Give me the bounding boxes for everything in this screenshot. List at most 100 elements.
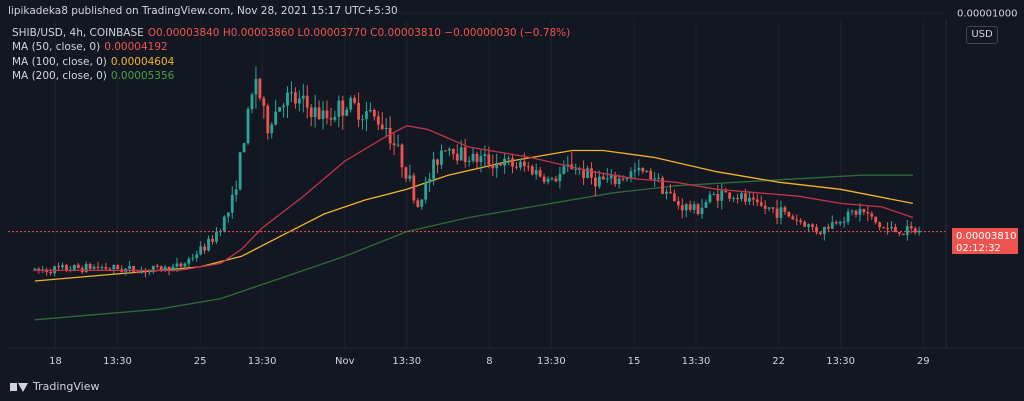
candle-down [669, 191, 672, 194]
candle-up [274, 111, 278, 125]
candle-down [88, 263, 92, 269]
x-tick-label: 25 [194, 356, 207, 367]
candle-up [440, 150, 443, 165]
x-tick-label: 13:30 [682, 356, 711, 367]
candle-down [309, 107, 313, 118]
candle-up [337, 100, 341, 117]
candle-down [763, 205, 767, 209]
candle-down [601, 176, 605, 180]
candle-up [807, 224, 811, 227]
candle-up [550, 178, 554, 180]
candle-down [680, 205, 684, 211]
publish-header: lipikadeka8 published on TradingView.com… [8, 5, 398, 17]
candle-up [471, 153, 475, 161]
chart-legend: SHIB/USD, 4h, COINBASE O0.00003840 H0.000… [12, 26, 570, 83]
legend-symbol: SHIB/USD, 4h, COINBASE [12, 27, 144, 39]
candle-up [732, 198, 735, 200]
candle-down [554, 178, 558, 182]
candle-up [822, 226, 826, 235]
candle-up [432, 159, 435, 179]
candle-up [195, 254, 199, 258]
candle-down [463, 147, 467, 162]
candle-up [846, 211, 850, 222]
ma200-line [34, 174, 913, 321]
candle-down [57, 266, 60, 268]
candle-up [242, 143, 246, 153]
x-tick-label: 8 [486, 356, 492, 367]
candle-down [392, 143, 396, 146]
candle-up [850, 210, 854, 212]
time-axis[interactable]: 18 13:30 25 13:30 Nov 13:30 8 13:30 15 13:30 22 13:… [49, 356, 929, 367]
candle-up [428, 178, 432, 183]
price-tag-value: 0.00003810 [956, 231, 1016, 242]
candle-up [503, 158, 507, 166]
candle-down [305, 95, 309, 108]
footer-brand[interactable]: TradingView [10, 380, 99, 393]
x-tick-label: Nov [335, 356, 355, 367]
price-axis[interactable]: 0.000090000.000080000.000070000.00006000… [957, 0, 1017, 19]
candle-up [625, 177, 629, 180]
ma50-line [34, 125, 914, 272]
candle-down [613, 174, 617, 185]
candle-down [815, 227, 818, 233]
legend-ma50-row[interactable]: MA (50, close, 0) 0.00004192 [12, 40, 570, 54]
legend-ma100-row[interactable]: MA (100, close, 0) 0.00004604 [12, 55, 570, 69]
x-tick-label: 13:30 [826, 356, 855, 367]
candle-down [400, 144, 404, 168]
candle-down [641, 167, 645, 172]
x-tick-label: 13:30 [248, 356, 277, 367]
candle-down [870, 213, 874, 217]
legend-symbol-row[interactable]: SHIB/USD, 4h, COINBASE O0.00003840 H0.000… [12, 26, 570, 40]
candle-down [65, 264, 68, 271]
candle-up [234, 189, 238, 195]
candle-up [720, 190, 724, 201]
x-tick-label: 29 [917, 356, 930, 367]
candle-down [716, 194, 720, 201]
candle-up [140, 270, 143, 273]
candle-up [199, 246, 203, 255]
candle-down [353, 97, 357, 103]
candle-down [37, 268, 41, 270]
candle-down [882, 227, 886, 229]
ma200-label: MA (200, close, 0) [12, 69, 107, 82]
candle-down [594, 177, 597, 187]
candle-up [226, 212, 230, 217]
candle-down [791, 216, 795, 220]
candle-down [487, 154, 491, 165]
candle-up [72, 264, 76, 270]
candle-down [136, 271, 139, 273]
candle-down [530, 166, 534, 175]
candle-down [909, 226, 913, 229]
candle-up [297, 98, 301, 104]
candle-up [747, 197, 751, 202]
candle-down [672, 193, 676, 202]
candle-down [866, 212, 870, 214]
candle-up [447, 148, 451, 151]
candle-up [858, 208, 862, 215]
currency-button[interactable]: USD [966, 26, 998, 44]
candle-down [108, 268, 112, 270]
candle-down [294, 92, 297, 104]
candle-down [475, 153, 479, 162]
candle-up [207, 238, 210, 251]
candle-down [661, 177, 664, 194]
candle-up [617, 178, 621, 185]
candle-up [483, 154, 487, 157]
candle-down [49, 272, 53, 274]
candle-up [712, 194, 716, 196]
candle-down [76, 264, 80, 268]
candle-up [290, 92, 293, 94]
candle-up [84, 263, 88, 273]
legend-ma200-row[interactable]: MA (200, close, 0) 0.00005356 [12, 69, 570, 83]
x-tick-label: 13:30 [103, 356, 132, 367]
candle-up [282, 105, 285, 108]
candle-up [171, 266, 175, 272]
candle-up [33, 268, 37, 271]
candle-up [175, 263, 179, 267]
candle-up [578, 168, 582, 170]
candle-down [203, 246, 207, 251]
candle-up [128, 266, 132, 269]
candle-down [436, 159, 439, 165]
candle-down [901, 233, 905, 236]
